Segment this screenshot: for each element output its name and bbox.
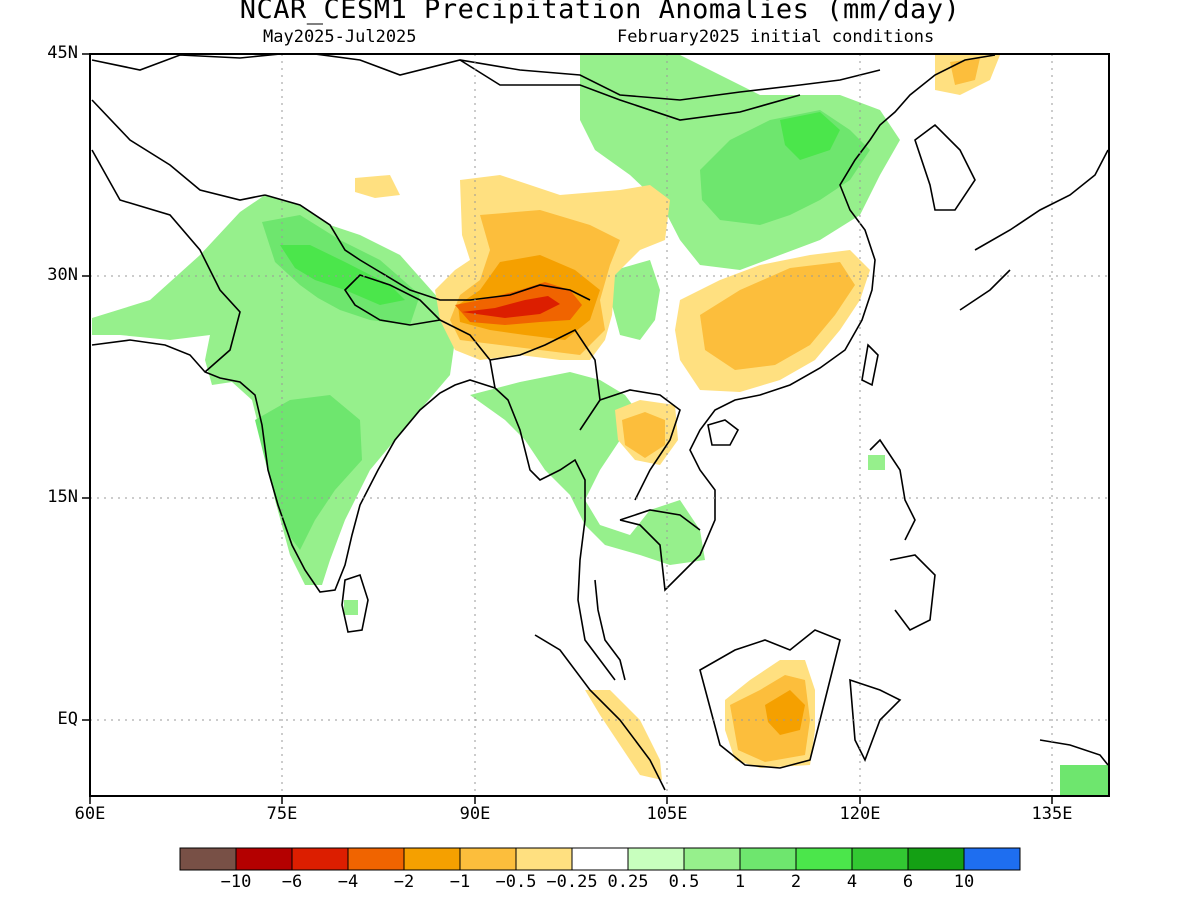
colorbar-swatch [963,847,1021,871]
colorbar-swatch [907,847,965,871]
colorbar-swatch [571,847,629,871]
anomaly-dry-mongolia [355,175,400,198]
colorbar-swatch [515,847,573,871]
lon-label-105e: 105E [646,804,688,824]
indochina-coast [619,54,996,592]
srilanka [341,573,369,633]
colorbar-label: 4 [846,872,858,892]
plot-frame [89,53,1110,797]
coastlines [91,54,1109,791]
border-cambodia [619,509,701,531]
colorbar-label: −0.5 [495,872,537,892]
colorbar-label: −4 [337,872,359,892]
japan-south [959,269,1011,311]
sulawesi [849,678,902,762]
border-mongolia [459,59,801,121]
lat-label-45n: 45N [47,43,78,63]
philippines-luzon [869,438,916,541]
anomaly-wet-srilanka [344,600,358,615]
colorbar-swatch [347,847,405,871]
anomaly-wet-nepal [280,245,405,305]
lon-label-75e: 75E [266,804,298,824]
burma-coast [494,387,616,681]
gridlines [90,54,1109,796]
colorbar-swatch [683,847,741,871]
colorbar-label: 1 [734,872,746,892]
colorbar-swatch [459,847,517,871]
colorbar-label: 10 [953,872,975,892]
anomaly-wet-myanmar [470,372,705,565]
tick-marks [82,53,1053,804]
malay-peninsula [594,579,626,681]
anomaly-wet-india-core2 [255,395,362,550]
border-pakistan [91,149,241,373]
anomaly-dry-korea-mid [950,58,980,85]
colorbar-swatch [235,847,293,871]
colorbar-swatch [291,847,349,871]
colorbar-swatch [403,847,461,871]
korea [914,123,976,211]
border-india-china [264,194,591,301]
taiwan [861,343,879,387]
forecast-period: May2025-Jul2025 [263,27,417,47]
map-title: NCAR_CESM1 Precipitation Anomalies (mm/d… [239,0,961,25]
colorbar-label: 2 [790,872,802,892]
colorbar [179,847,1021,871]
lon-label-120e: 120E [839,804,881,824]
lon-label-60e: 60E [74,804,106,824]
lat-label-15n: 15N [47,487,78,507]
anomaly-dry-borneo-core [765,690,805,735]
anomaly-wet-yunnan [612,260,660,340]
lon-label-135e: 135E [1031,804,1073,824]
sumatra [534,634,666,791]
anomaly-dry-laos-mid [622,412,665,458]
colorbar-swatch [627,847,685,871]
colorbar-swatch [179,847,237,871]
anomaly-dry-southchina-mid [700,262,855,370]
border-laos [599,389,681,501]
japan [974,149,1109,251]
anomaly-wet-china-dark [780,112,840,160]
philippines-mindanao [889,554,936,632]
lat-label-eq: EQ [57,709,78,729]
colorbar-label: −10 [220,872,252,892]
colorbar-label: 0.25 [607,872,649,892]
colorbar-swatch [795,847,853,871]
borneo [699,629,841,769]
lon-label-90e: 90E [459,804,491,824]
border-central-asia [91,99,266,201]
anomaly-wet-newguinea [1060,765,1108,796]
colorbar-label: 6 [902,872,914,892]
colorbar-label: 0.5 [668,872,700,892]
hainan [707,419,740,446]
anomaly-dry-sumatra [585,690,662,780]
colorbar-label: −1 [449,872,471,892]
anomaly-dry-tibet-core [462,296,560,318]
colorbar-label: −6 [281,872,303,892]
border-bangladesh [439,319,496,389]
initial-conditions: February2025 initial conditions [617,27,935,47]
colorbar-label: −0.25 [546,872,598,892]
colorbar-swatch [851,847,909,871]
border-china-north [91,54,881,101]
colorbar-label: −2 [393,872,415,892]
lat-label-30n: 30N [47,265,78,285]
anomaly-field [92,55,1108,796]
newguinea [1039,739,1109,766]
colorbar-swatch [739,847,797,871]
anomaly-wet-philippines [868,455,885,470]
